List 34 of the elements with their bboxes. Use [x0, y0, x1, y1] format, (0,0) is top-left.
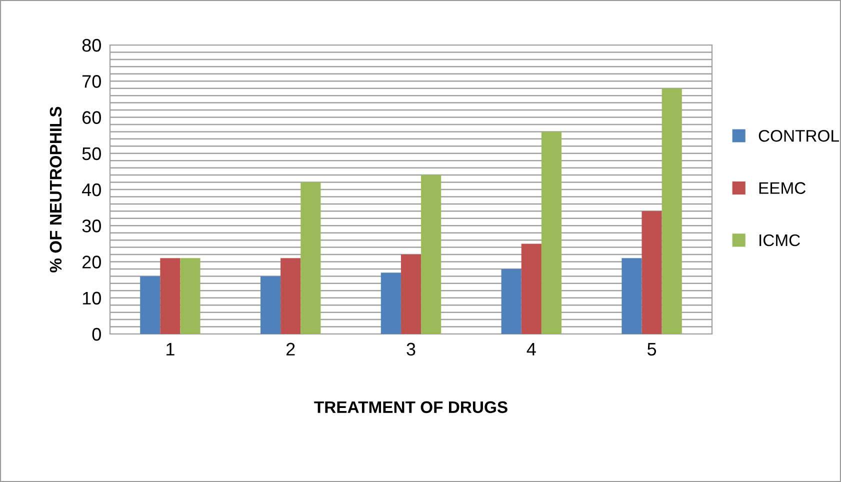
y-tick-label: 60: [82, 111, 101, 124]
bar: [541, 132, 562, 334]
bar: [160, 258, 180, 334]
bar: [140, 276, 160, 334]
bar: [421, 175, 442, 334]
bar: [642, 211, 662, 334]
x-tick-label: 4: [526, 342, 536, 356]
x-tick-label: 3: [406, 342, 416, 356]
y-tick-label: 80: [82, 38, 101, 52]
legend-label: ICMC: [760, 234, 800, 246]
bar: [280, 258, 301, 334]
bar: [300, 182, 321, 334]
bar: [400, 254, 422, 334]
y-tick-label: 40: [82, 183, 101, 196]
legend-label: CONTROL: [758, 130, 839, 142]
bar: [180, 258, 200, 334]
bar: [521, 244, 542, 334]
bar: [662, 88, 682, 334]
y-tick-label: 0: [92, 328, 101, 341]
x-tick-label: 1: [166, 342, 174, 356]
y-tick-label: 20: [82, 256, 101, 268]
y-tick-label: 30: [82, 220, 101, 232]
legend-label: EEMC: [759, 182, 806, 194]
y-tick-label: 50: [82, 147, 101, 160]
bar: [380, 272, 401, 334]
bar: [260, 276, 281, 334]
x-axis-title: TREATMENT OF DRUGS: [314, 401, 508, 414]
x-tick-label: 5: [648, 342, 656, 356]
bar: [622, 258, 642, 334]
bar: [501, 268, 522, 334]
y-tick-label: 10: [82, 292, 101, 305]
x-tick-label: 2: [286, 342, 295, 356]
y-tick-label: 70: [82, 75, 101, 88]
y-axis-title: % OF NEUTROPHILS: [50, 106, 62, 272]
